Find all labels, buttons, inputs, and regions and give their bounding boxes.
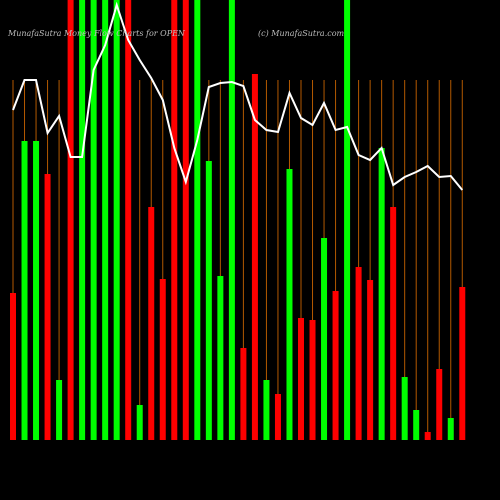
bar — [321, 238, 328, 440]
bar — [113, 0, 120, 440]
bar — [251, 74, 258, 440]
bar — [459, 287, 466, 440]
bar — [44, 174, 51, 440]
bar — [447, 418, 454, 440]
bar — [367, 280, 374, 440]
bar — [240, 348, 247, 440]
chart-title: MunafaSutra Money Flow Charts for OPEN — [7, 29, 186, 38]
bar — [228, 0, 235, 440]
bar — [217, 276, 224, 440]
bar — [309, 320, 316, 440]
bar — [79, 0, 86, 440]
bar — [390, 207, 397, 440]
bar — [90, 0, 97, 440]
bar — [33, 141, 40, 440]
bar — [355, 267, 362, 440]
bar — [148, 207, 155, 440]
bar — [67, 0, 74, 440]
bar — [136, 405, 143, 440]
bar — [413, 410, 420, 440]
bar — [286, 169, 293, 440]
bar — [263, 380, 270, 440]
bar — [182, 0, 189, 440]
bar — [424, 432, 431, 440]
bar — [205, 161, 212, 440]
flow-line — [12, 1, 464, 191]
bar — [344, 0, 351, 440]
bar — [194, 0, 201, 440]
bar — [298, 318, 304, 440]
bar — [10, 293, 16, 440]
bar — [171, 0, 178, 440]
bar — [21, 141, 28, 440]
line-layer — [12, 1, 464, 191]
bar — [401, 377, 408, 440]
bar — [436, 369, 443, 440]
bar — [332, 291, 339, 440]
bar — [125, 0, 132, 440]
bar — [56, 380, 63, 440]
bar — [159, 279, 166, 440]
bars — [10, 0, 466, 440]
bar — [102, 0, 109, 440]
bar — [378, 148, 385, 440]
chart-subtitle: (c) MunafaSutra.com — [258, 29, 345, 38]
bar — [274, 394, 281, 440]
